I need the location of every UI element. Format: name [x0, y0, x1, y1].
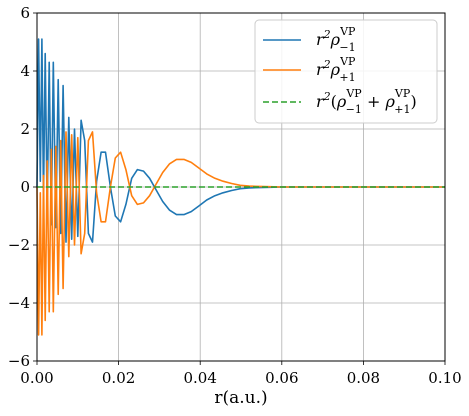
- x-tick-label: 0.06: [265, 369, 298, 387]
- y-tick-label: −4: [8, 294, 30, 312]
- x-tick-label: 0.08: [347, 369, 380, 387]
- y-tick-label: 6: [20, 4, 30, 22]
- x-tick-label: 0.02: [102, 369, 135, 387]
- y-tick-label: −2: [8, 236, 30, 254]
- y-tick-label: 0: [20, 178, 30, 196]
- legend: r2ρVP −1 r2ρVP +1 r2(ρVP −1 + ρVP +1): [254, 19, 438, 124]
- legend-box: [254, 19, 438, 124]
- y-tick-label: 4: [20, 62, 30, 80]
- legend-label-sum: r2(ρVP −1 + ρVP +1): [316, 87, 417, 116]
- x-axis-label: r(a.u.): [214, 388, 267, 408]
- x-tick-label: 0.00: [20, 369, 53, 387]
- x-tick-label: 0.10: [428, 369, 461, 387]
- y-axis-ticks: −6 −4 −2 0 2 4 6: [8, 4, 37, 370]
- x-axis-ticks: 0.00 0.02 0.04 0.06 0.08 0.10: [20, 361, 462, 387]
- legend-label-plus1: r2ρVP +1: [316, 55, 356, 84]
- legend-label-minus1: r2ρVP −1: [316, 25, 356, 54]
- series-lines: [36, 38, 445, 336]
- y-tick-label: 2: [20, 120, 30, 138]
- y-tick-label: −6: [8, 352, 30, 370]
- x-tick-label: 0.04: [183, 369, 216, 387]
